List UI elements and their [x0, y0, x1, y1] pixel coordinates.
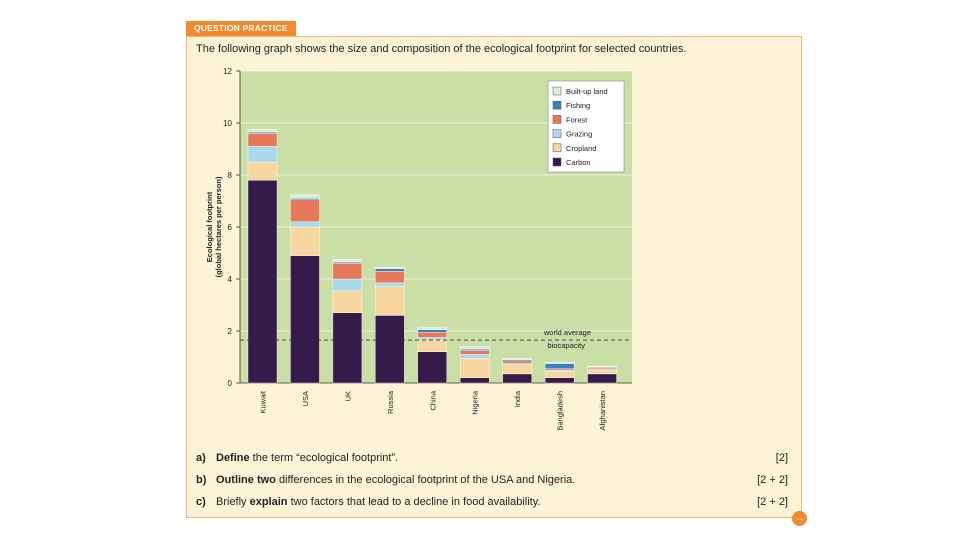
bar-segment-builtup: [375, 267, 405, 269]
x-tick-label: Bangladesh: [556, 391, 565, 431]
question-b: b) Outline two differences in the ecologi…: [196, 474, 575, 486]
bar-segment-builtup: [502, 358, 532, 360]
bar-segment-builtup: [417, 326, 447, 330]
bar-segment-cropland: [332, 290, 363, 313]
intro-text: The following graph shows the size and c…: [196, 43, 687, 55]
x-tick-label: UK: [343, 391, 352, 401]
legend-label-grazing: Grazing: [566, 130, 592, 139]
y-tick-label: 6: [228, 223, 233, 232]
x-tick-label: Kuwait: [259, 390, 268, 413]
bar-segment-grazing: [247, 146, 278, 163]
bar-segment-forest: [417, 332, 447, 338]
x-tick-label: Nigeria: [471, 390, 480, 415]
bar-segment-grazing: [290, 221, 320, 228]
question-a-marks: [2]: [775, 452, 788, 464]
question-a-verb: Define: [216, 452, 250, 464]
bar-segment-cropland: [247, 161, 278, 181]
x-tick-label: China: [428, 390, 437, 410]
y-tick-label: 10: [223, 119, 232, 128]
legend-swatch-forest: [552, 115, 562, 124]
x-tick-label: India: [513, 390, 522, 407]
question-c-pre: Briefly: [216, 496, 250, 508]
bar-segment-forest: [460, 350, 490, 355]
question-c-marks: [2 + 2]: [757, 496, 788, 508]
question-c-label: c): [196, 496, 206, 508]
y-tick-label: 4: [228, 275, 233, 284]
y-tick-label: 8: [228, 171, 233, 180]
bar-segment-builtup: [332, 259, 363, 263]
question-b-text: differences in the ecological footprint …: [275, 474, 576, 486]
y-axis-label-line1: Ecological footprint: [205, 191, 214, 262]
legend-box: [547, 80, 625, 173]
bar-segment-cropland: [587, 369, 617, 375]
question-a-text: the term “ecological footprint”.: [249, 452, 399, 464]
legend-swatch-fishing: [552, 100, 562, 110]
bar-segment-builtup: [587, 366, 617, 368]
bar-segment-builtup: [247, 129, 278, 133]
legend-swatch-grazing: [552, 129, 562, 138]
bar-segment-builtup: [460, 346, 490, 350]
bar-segment-carbon: [460, 377, 490, 384]
bar-segment-carbon: [247, 179, 278, 384]
x-tick-label: Russia: [386, 390, 395, 414]
y-axis-label: Ecological footprint(global hectares per…: [205, 176, 223, 277]
bar-segment-carbon: [544, 377, 575, 384]
bar-segment-cropland: [290, 226, 320, 256]
bar-segment-forest: [332, 263, 363, 280]
bar-segment-cropland: [375, 286, 405, 316]
question-a: a) Define the term “ecological footprint”…: [196, 452, 398, 464]
bar-segment-fishing: [375, 268, 405, 272]
legend-swatch-carbon: [552, 157, 562, 167]
y-tick-label: 12: [223, 67, 232, 76]
bar-segment-cropland: [502, 364, 532, 375]
y-tick-label: 2: [228, 327, 233, 336]
bar-segment-carbon: [587, 373, 617, 384]
question-b-verb: Outline two: [216, 474, 276, 486]
bar-segment-cropland: [544, 371, 575, 378]
legend-swatch-cropland: [552, 143, 562, 153]
legend-label-builtup: Built-up land: [566, 87, 608, 96]
legend-label-cropland: Cropland: [566, 144, 596, 153]
bar-segment-carbon: [332, 312, 363, 384]
question-c: c) Briefly explain two factors that lead …: [196, 496, 540, 508]
bar-segment-carbon: [290, 255, 320, 384]
reference-line-label-2: biocapacity: [547, 341, 585, 350]
bar-segment-forest: [247, 133, 278, 147]
question-b-label: b): [196, 474, 207, 486]
question-c-text: two factors that lead to a decline in fo…: [287, 496, 541, 508]
bar-segment-grazing: [460, 354, 490, 359]
y-tick-label: 0: [228, 379, 233, 388]
arrow-right-icon[interactable]: →: [792, 511, 807, 526]
question-practice-tab: QUESTION PRACTICE: [186, 21, 296, 36]
legend-label-carbon: Carbon: [566, 158, 591, 167]
y-axis-label-line2: (global hectares per person): [214, 176, 223, 277]
bar-segment-builtup: [544, 362, 575, 364]
question-b-marks: [2 + 2]: [757, 474, 788, 486]
bar-segment-fishing: [417, 329, 447, 333]
bar-segment-forest: [375, 270, 405, 284]
bar-segment-carbon: [502, 373, 532, 384]
legend-label-fishing: Fishing: [566, 101, 590, 110]
ecological-footprint-chart: 0 2 4 6 8 10 12 Ecological footprint(global hec…: [205, 67, 632, 431]
reference-line-label-1: world average: [543, 328, 591, 337]
bar-segment-cropland: [460, 358, 490, 378]
x-tick-label: Afghanistan: [598, 391, 607, 431]
bar-segment-fishing: [544, 363, 575, 369]
bar-segment-grazing: [375, 282, 405, 287]
legend-swatch-builtup: [552, 86, 562, 96]
bar-segment-cropland: [417, 339, 447, 353]
bar-segment-builtup: [290, 194, 320, 199]
question-c-verb: explain: [249, 496, 288, 508]
bar-segment-carbon: [375, 315, 405, 384]
bar-segment-carbon: [417, 351, 447, 384]
question-a-label: a): [196, 452, 206, 464]
bar-segment-forest: [290, 199, 320, 222]
x-tick-label: USA: [301, 391, 310, 406]
legend-label-forest: Forest: [566, 115, 588, 124]
bar-segment-forest: [502, 360, 532, 364]
bar-segment-grazing: [332, 278, 363, 291]
